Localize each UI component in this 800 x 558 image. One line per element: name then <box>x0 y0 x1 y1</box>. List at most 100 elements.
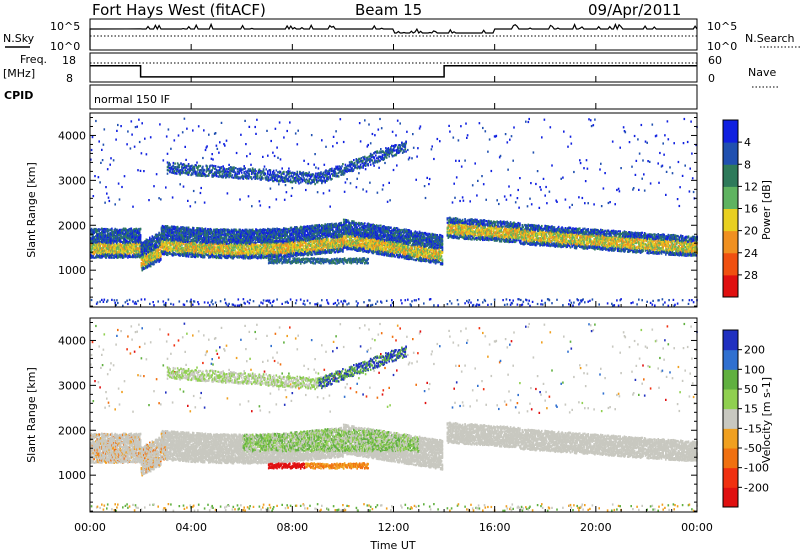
range-cell <box>102 159 104 161</box>
range-cell <box>229 231 231 233</box>
range-cell <box>163 159 165 161</box>
range-cell <box>205 149 207 151</box>
range-cell <box>111 299 113 301</box>
freq-bottom-tick: 8 <box>66 72 73 85</box>
range-cell <box>187 168 189 170</box>
range-cell <box>104 202 106 204</box>
range-cell <box>222 165 224 167</box>
range-cell <box>218 152 220 154</box>
range-cell <box>197 301 199 303</box>
nave-bottom-tick: 0 <box>708 72 715 85</box>
range-cell <box>184 118 186 120</box>
range-cell <box>193 240 195 242</box>
range-cell <box>106 193 108 195</box>
range-cell <box>118 183 120 185</box>
range-cell <box>173 164 175 166</box>
range-cell <box>211 169 213 171</box>
range-cell <box>249 299 251 301</box>
range-cell <box>95 120 97 122</box>
range-cell <box>103 301 105 303</box>
range-cell <box>248 254 250 256</box>
range-cell <box>215 165 217 167</box>
range-cell <box>238 304 240 306</box>
range-cell <box>233 232 235 234</box>
range-cell <box>198 303 200 305</box>
range-cell <box>214 246 216 248</box>
range-cell <box>179 173 181 175</box>
range-cell <box>99 301 101 303</box>
range-cell <box>237 173 239 175</box>
range-cell <box>211 158 213 160</box>
range-cell <box>245 143 247 145</box>
range-cell <box>140 170 142 172</box>
range-cell <box>166 135 168 137</box>
range-cell <box>250 240 252 242</box>
range-cell <box>194 166 196 168</box>
range-cell <box>169 164 171 166</box>
range-cell <box>127 130 129 132</box>
range-cell <box>217 166 219 168</box>
range-cell <box>211 299 213 301</box>
range-cell <box>220 171 222 173</box>
range-cell <box>221 122 223 124</box>
range-cell <box>109 164 111 166</box>
range-cell <box>140 228 142 230</box>
range-cell <box>216 174 218 176</box>
date-label: 09/Apr/2011 <box>588 1 681 19</box>
range-cell <box>99 245 101 247</box>
range-cell <box>173 162 175 164</box>
range-cell <box>104 238 106 240</box>
range-cell <box>217 256 219 258</box>
range-cell <box>131 120 133 122</box>
range-cell <box>204 301 206 303</box>
range-cell <box>196 162 198 164</box>
range-cell <box>180 169 182 171</box>
range-cell <box>226 239 228 241</box>
range-cell <box>206 175 208 177</box>
range-cell <box>100 162 102 164</box>
range-cell <box>125 255 127 257</box>
range-cell <box>148 199 150 201</box>
range-cell <box>248 251 250 253</box>
range-cell <box>173 304 175 306</box>
range-cell <box>149 303 151 305</box>
range-cell <box>157 300 159 302</box>
power-scatter <box>90 118 698 307</box>
range-cell <box>120 241 122 243</box>
range-cell <box>239 198 241 200</box>
range-cell <box>132 206 134 208</box>
range-cell <box>213 165 215 167</box>
range-cell <box>93 257 95 259</box>
range-cell <box>132 300 134 302</box>
range-cell <box>140 238 142 240</box>
range-cell <box>174 139 176 141</box>
nsearch-top-tick: 10^5 <box>707 20 737 33</box>
range-cell <box>169 171 171 173</box>
range-cell <box>140 236 142 238</box>
range-cell <box>238 176 240 178</box>
range-cell <box>231 176 233 178</box>
range-cell <box>163 300 165 302</box>
range-cell <box>168 299 170 301</box>
range-cell <box>168 167 170 169</box>
range-cell <box>117 124 119 126</box>
range-cell <box>170 247 172 249</box>
range-cell <box>209 239 211 241</box>
range-cell <box>179 234 181 236</box>
nsearch-bottom-tick: 10^0 <box>707 40 737 53</box>
nsky-bottom-tick: 10^0 <box>50 40 80 53</box>
range-cell <box>215 249 217 251</box>
range-cell <box>243 165 245 167</box>
range-cell <box>152 301 154 303</box>
range-cell <box>167 173 169 175</box>
nsky-label: N.Sky <box>3 32 35 45</box>
range-cell <box>219 141 221 143</box>
range-cell <box>226 236 228 238</box>
range-cell <box>126 300 128 302</box>
range-cell <box>184 165 186 167</box>
range-cell <box>214 244 216 246</box>
range-cell <box>144 252 146 254</box>
range-cell <box>250 164 252 166</box>
range-cell <box>210 165 212 167</box>
